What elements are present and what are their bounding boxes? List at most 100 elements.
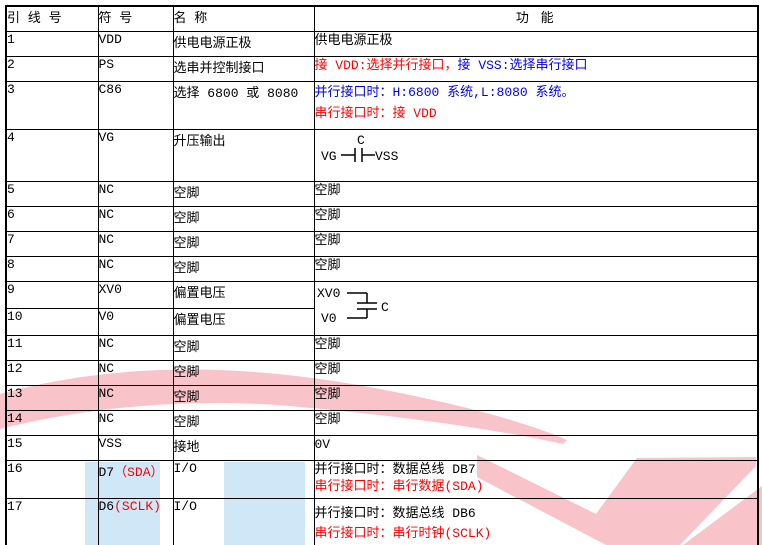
pin-function: 空脚	[313, 359, 759, 386]
pin-function: 空脚	[313, 334, 759, 361]
pin-name: 空脚	[172, 180, 315, 207]
function-line-1: 并行接口时：数据总线 DB7	[314, 461, 476, 477]
pin-symbol: D7（SDA）	[97, 459, 174, 499]
diagram-top-label: XV0	[317, 286, 340, 301]
pin-symbol: NC	[97, 409, 174, 436]
pin-number: 15	[5, 434, 99, 461]
pin-symbol: NC	[97, 334, 174, 361]
pin-number: 2	[5, 55, 99, 82]
table-row: 5 NC 空脚 空脚	[5, 180, 759, 207]
pin-name: I/O	[172, 459, 315, 499]
table-row: 3 C86 选择 6800 或 8080 并行接口时：H:6800 系统,L:8…	[5, 80, 759, 130]
header-row: 引 线 号 符 号 名 称 功 能	[5, 5, 759, 32]
pin-number: 4	[5, 128, 99, 182]
diagram-cap-label: C	[357, 133, 365, 148]
pin-symbol: NC	[97, 205, 174, 232]
pin-name: I/O	[172, 497, 315, 545]
pin-symbol: VDD	[97, 30, 174, 57]
pin-number: 6	[5, 205, 99, 232]
pin-number: 14	[5, 409, 99, 436]
table-row: 8 NC 空脚 空脚	[5, 255, 759, 282]
pin-name: 选串并控制接口	[172, 55, 315, 82]
function-text-blue: 接 VSS:选择串行接口	[457, 57, 588, 73]
pin-name: 空脚	[172, 230, 315, 257]
function-text-red: 接 VDD:选择并行接口，	[314, 57, 458, 73]
pin-symbol: NC	[97, 180, 174, 207]
symbol-text: D6	[98, 498, 115, 514]
header-symbol: 符 号	[97, 5, 174, 32]
pin-number: 10	[5, 307, 99, 336]
pin-function: 空脚	[313, 205, 759, 232]
pin-function: C VG VSS	[313, 128, 759, 182]
function-line-2: 串行接口时：串行时钟(SCLK)	[314, 525, 492, 541]
pin-function: 空脚	[313, 255, 759, 282]
pin-name: 空脚	[172, 334, 315, 361]
pin-symbol: D6(SCLK)	[97, 497, 174, 545]
pin-symbol: NC	[97, 230, 174, 257]
pin-name: 空脚	[172, 409, 315, 436]
pin-number: 7	[5, 230, 99, 257]
header-name: 名 称	[172, 5, 315, 32]
table-row: 4 VG 升压输出 C VG VSS	[5, 128, 759, 182]
pin-function: 并行接口时：H:6800 系统,L:8080 系统。 串行接口时：接 VDD	[313, 80, 759, 130]
pin-name: 空脚	[172, 255, 315, 282]
bias-capacitor-diagram: XV0 V0 C	[317, 286, 389, 326]
pin-symbol: NC	[97, 359, 174, 386]
pin-function: 空脚	[313, 384, 759, 411]
header-function: 功 能	[313, 5, 759, 32]
pin-number: 12	[5, 359, 99, 386]
symbol-alt-red: (SCLK)	[114, 498, 161, 514]
function-line-2: 串行接口时：接 VDD	[314, 105, 437, 121]
diagram-left-label: VG	[321, 149, 337, 164]
table-row: 10 V0 偏置电压	[5, 307, 758, 336]
table-row: 9 XV0 偏置电压 XV0 V0 C	[5, 280, 759, 336]
table-row: 6 NC 空脚 空脚	[5, 205, 759, 232]
table-row: 7 NC 空脚 空脚	[5, 230, 759, 257]
diagram-right-label: VSS	[375, 149, 399, 164]
pin-function: 空脚	[313, 409, 759, 436]
pin-number: 1	[5, 30, 99, 57]
pin-function: 接 VDD:选择并行接口，接 VSS:选择串行接口	[313, 55, 759, 82]
pin-symbol: VG	[97, 128, 174, 182]
pin-number: 11	[5, 334, 99, 361]
function-line-1: 并行接口时：数据总线 DB6	[314, 505, 476, 521]
pin-function: 并行接口时：数据总线 DB6 串行接口时：串行时钟(SCLK)	[313, 497, 759, 545]
diagram-bottom-label: V0	[321, 311, 337, 326]
pin-number: 8	[5, 255, 99, 282]
pin-number: 13	[5, 384, 99, 411]
function-line-1: 并行接口时：H:6800 系统,L:8080 系统。	[314, 84, 575, 100]
pin-function: 0V	[313, 434, 759, 461]
pin-symbol: V0	[97, 307, 174, 336]
pin-symbol: PS	[97, 55, 174, 82]
table-row: 11 NC 空脚 空脚	[5, 334, 759, 361]
table-row: 17 D6(SCLK) I/O 并行接口时：数据总线 DB6 串行接口时：串行时…	[5, 497, 759, 545]
pin-number: 9	[5, 280, 99, 309]
pin-function: XV0 V0 C	[313, 280, 759, 336]
pin-symbol: NC	[97, 384, 174, 411]
table-row: 15 VSS 接地 0V	[5, 434, 759, 461]
header-pin-number: 引 线 号	[5, 5, 99, 32]
table-row: 1 VDD 供电电源正极 供电电源正极	[5, 30, 759, 57]
pin-name: 空脚	[172, 384, 315, 411]
pin-name: 空脚	[172, 359, 315, 386]
symbol-alt-red: （SDA）	[114, 464, 164, 480]
pin-function: 空脚	[313, 230, 759, 257]
pin-name: 供电电源正极	[172, 30, 315, 57]
pin-function: 供电电源正极	[313, 30, 759, 57]
pin-number: 5	[5, 180, 99, 207]
function-line-2: 串行接口时：串行数据(SDA)	[314, 478, 484, 494]
pin-symbol: XV0	[97, 280, 174, 309]
table-row: 2 PS 选串并控制接口 接 VDD:选择并行接口，接 VSS:选择串行接口	[5, 55, 759, 82]
pin-number: 3	[5, 80, 99, 130]
pin-name: 选择 6800 或 8080	[172, 80, 315, 130]
pin-name: 空脚	[172, 205, 315, 232]
pin-number: 16	[5, 459, 99, 499]
pin-function: 并行接口时：数据总线 DB7 串行接口时：串行数据(SDA)	[313, 459, 759, 499]
pin-symbol: C86	[97, 80, 174, 130]
table-row: 16 D7（SDA） I/O 并行接口时：数据总线 DB7 串行接口时：串行数据…	[5, 459, 759, 499]
vg-capacitor-diagram: C VG VSS	[321, 133, 399, 164]
pin-name: 接地	[172, 434, 315, 461]
pin-name: 升压输出	[172, 128, 315, 182]
pin-number: 17	[5, 497, 99, 545]
